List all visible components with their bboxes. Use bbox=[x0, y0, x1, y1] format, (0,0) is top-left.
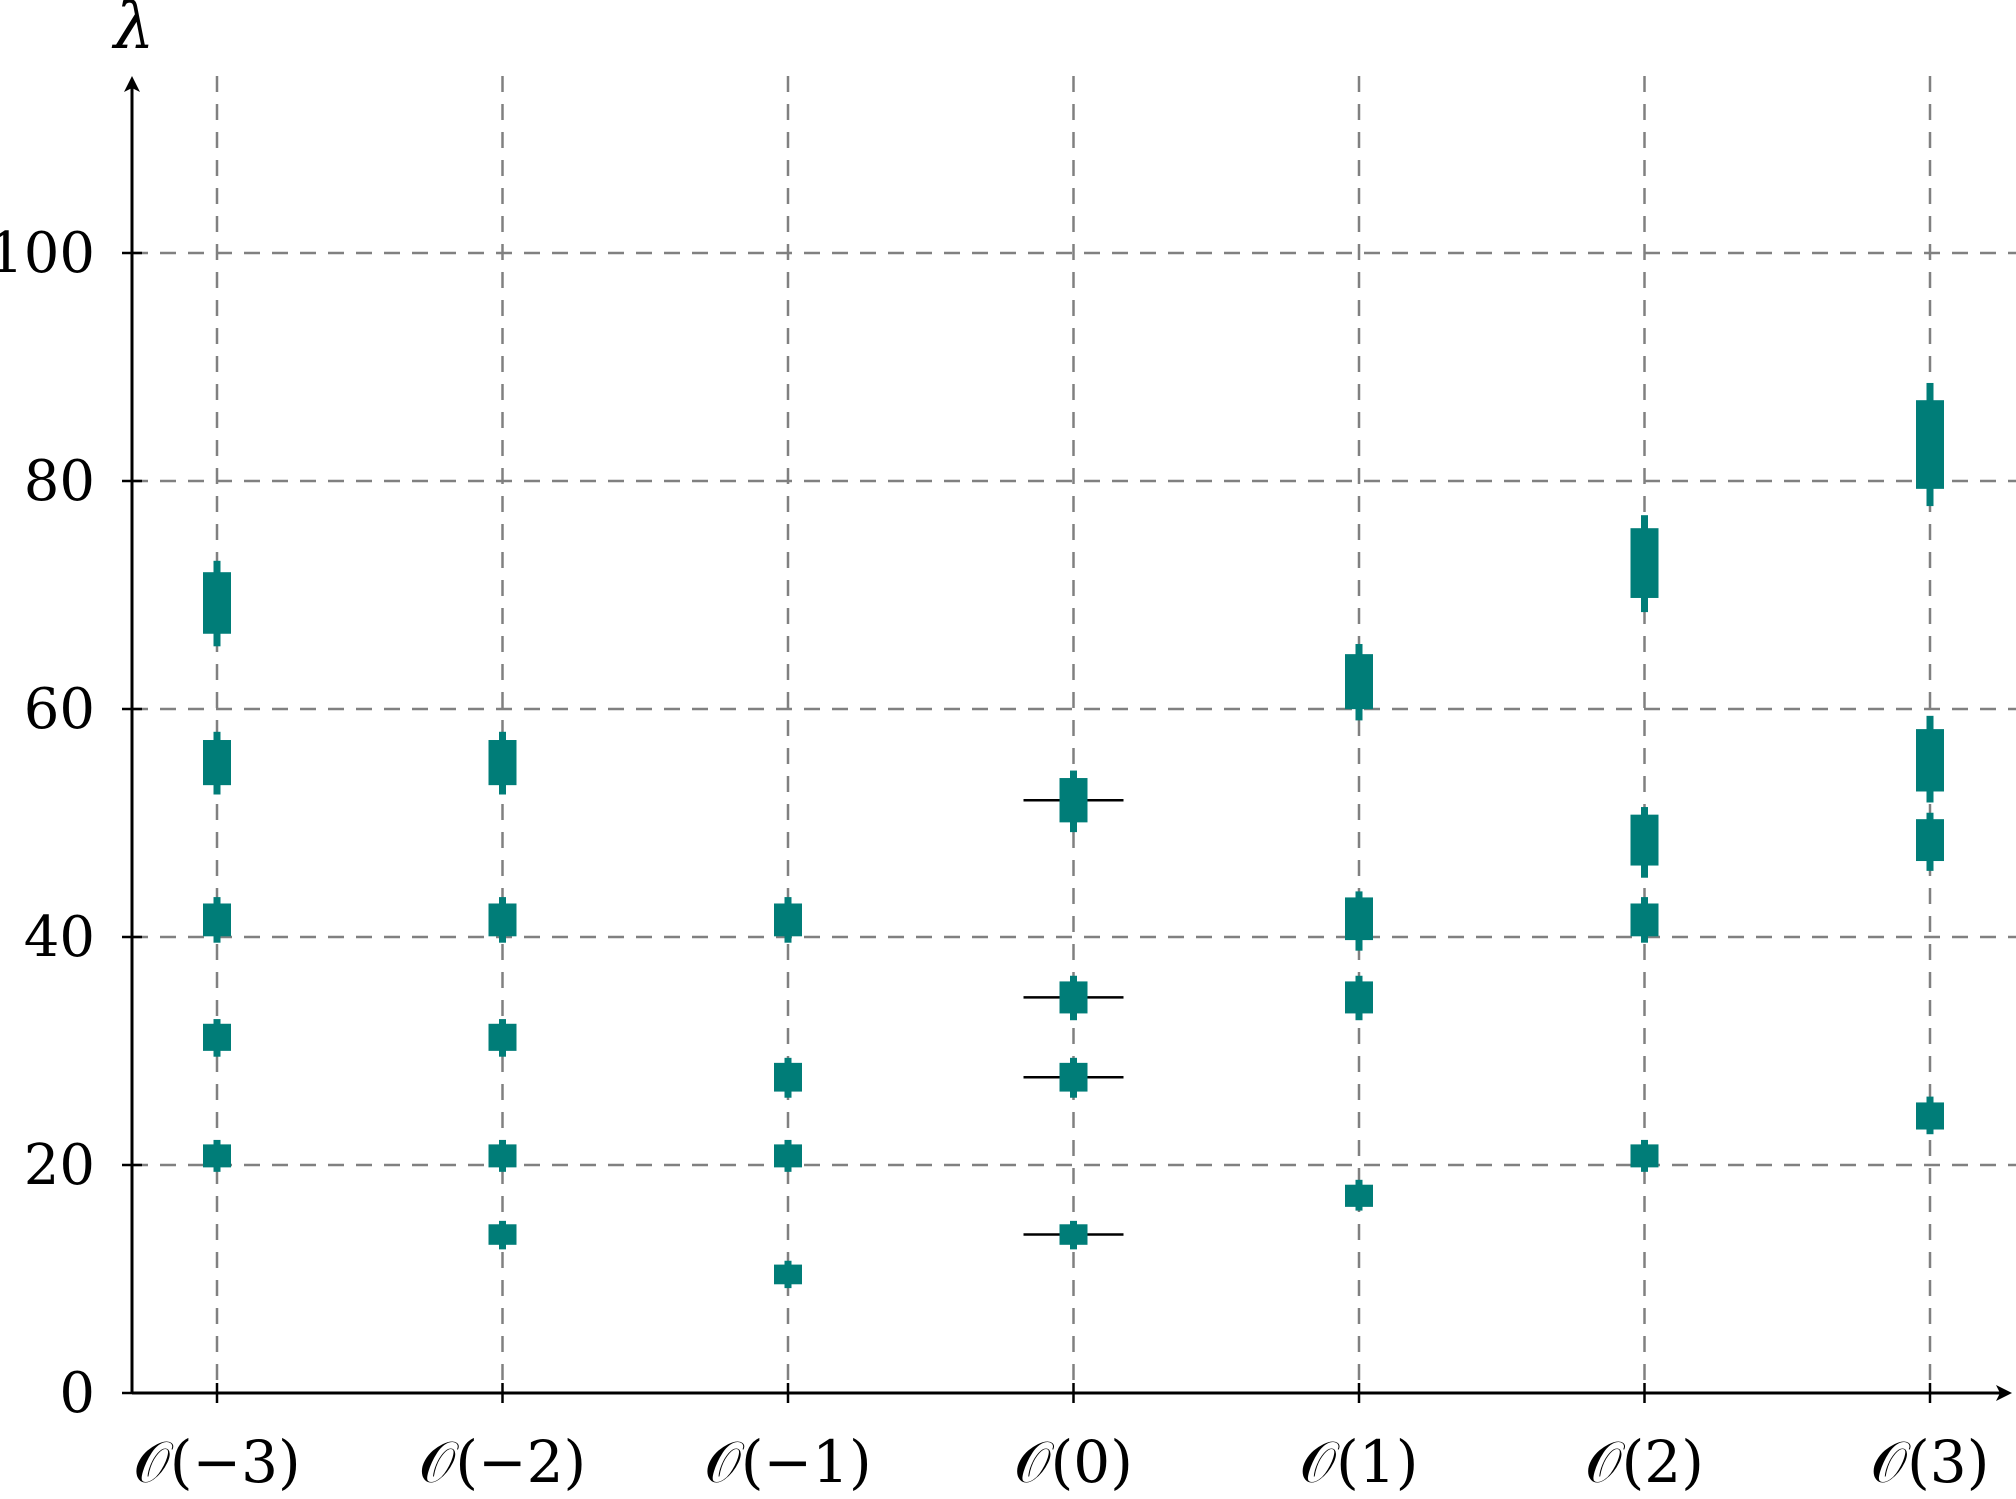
y-tick-label: 0 bbox=[59, 1361, 95, 1426]
data-box bbox=[1916, 729, 1944, 792]
data-point bbox=[203, 560, 231, 647]
data-point bbox=[1345, 975, 1373, 1021]
y-tick-label: 40 bbox=[24, 905, 95, 970]
data-box bbox=[1630, 903, 1659, 937]
data-point bbox=[774, 1260, 802, 1289]
data-point bbox=[1630, 1139, 1659, 1172]
data-box bbox=[1059, 1224, 1088, 1245]
data-point bbox=[1916, 1096, 1944, 1135]
data-point bbox=[203, 897, 231, 943]
data-point bbox=[1345, 644, 1373, 721]
grid-layer bbox=[132, 76, 2016, 1393]
data-box bbox=[488, 740, 517, 786]
data-marks bbox=[203, 382, 1944, 1289]
y-tick-label: 60 bbox=[24, 677, 95, 742]
data-box bbox=[488, 1023, 517, 1051]
y-tick-label: 20 bbox=[24, 1133, 95, 1198]
data-point bbox=[488, 731, 517, 795]
data-point bbox=[488, 897, 517, 943]
data-box bbox=[1345, 981, 1373, 1014]
data-point bbox=[774, 1139, 802, 1172]
data-box bbox=[774, 1062, 802, 1092]
data-box bbox=[1345, 654, 1373, 710]
data-point bbox=[774, 897, 802, 943]
data-point bbox=[203, 1139, 231, 1172]
data-box bbox=[203, 740, 231, 786]
data-point bbox=[1059, 770, 1088, 833]
data-box bbox=[1345, 897, 1373, 941]
data-box bbox=[488, 1224, 517, 1245]
data-point bbox=[488, 1019, 517, 1057]
data-box bbox=[1059, 1062, 1088, 1092]
x-category-label: 𝒪(−1) bbox=[704, 1428, 871, 1496]
data-box bbox=[1059, 981, 1088, 1014]
data-box bbox=[1630, 528, 1659, 598]
data-box bbox=[1345, 1184, 1373, 1207]
data-point bbox=[203, 1019, 231, 1057]
data-point bbox=[1630, 515, 1659, 613]
data-point bbox=[774, 1057, 802, 1098]
data-box bbox=[488, 903, 517, 937]
y-axis-arrowhead bbox=[124, 76, 140, 92]
data-point bbox=[488, 1220, 517, 1250]
x-axis-arrowhead bbox=[1996, 1385, 2012, 1401]
data-point bbox=[1345, 891, 1373, 951]
data-box bbox=[774, 903, 802, 937]
data-box bbox=[774, 1264, 802, 1285]
x-category-label: 𝒪(−3) bbox=[133, 1428, 300, 1496]
y-tick-label: 100 bbox=[0, 221, 95, 286]
data-box bbox=[203, 572, 231, 634]
x-category-label: 𝒪(0) bbox=[1014, 1428, 1133, 1496]
data-box bbox=[1916, 819, 1944, 862]
data-point bbox=[1916, 812, 1944, 871]
x-category-label: 𝒪(−2) bbox=[419, 1428, 586, 1496]
data-point bbox=[1345, 1179, 1373, 1211]
data-box bbox=[1916, 1102, 1944, 1130]
x-category-label: 𝒪(2) bbox=[1585, 1428, 1704, 1496]
tick-labels: 0 20 40 60 80 100 𝒪(−3) 𝒪(−2) 𝒪(−1) 𝒪(0) 𝒪(1) 𝒪(2) 𝒪… bbox=[0, 221, 1989, 1496]
data-point bbox=[1059, 1220, 1088, 1250]
data-box bbox=[203, 903, 231, 937]
data-box bbox=[1916, 400, 1944, 489]
data-point bbox=[1916, 715, 1944, 803]
data-point bbox=[1059, 1057, 1088, 1098]
x-category-label: 𝒪(1) bbox=[1300, 1428, 1419, 1496]
data-box bbox=[203, 1023, 231, 1051]
data-box bbox=[1630, 814, 1659, 866]
data-point bbox=[1916, 382, 1944, 507]
x-category-label: 𝒪(3) bbox=[1871, 1428, 1990, 1496]
y-tick-label: 80 bbox=[24, 449, 95, 514]
data-box bbox=[488, 1144, 517, 1168]
data-box bbox=[774, 1144, 802, 1168]
data-box bbox=[203, 1144, 231, 1168]
data-point bbox=[1630, 897, 1659, 943]
data-point bbox=[1059, 975, 1088, 1021]
data-point bbox=[488, 1139, 517, 1172]
axes: λ bbox=[111, 0, 2012, 1401]
data-box bbox=[1630, 1144, 1659, 1168]
y-axis-title: λ bbox=[111, 0, 155, 64]
data-box bbox=[1059, 778, 1088, 823]
data-point bbox=[203, 731, 231, 795]
data-point bbox=[1630, 807, 1659, 878]
